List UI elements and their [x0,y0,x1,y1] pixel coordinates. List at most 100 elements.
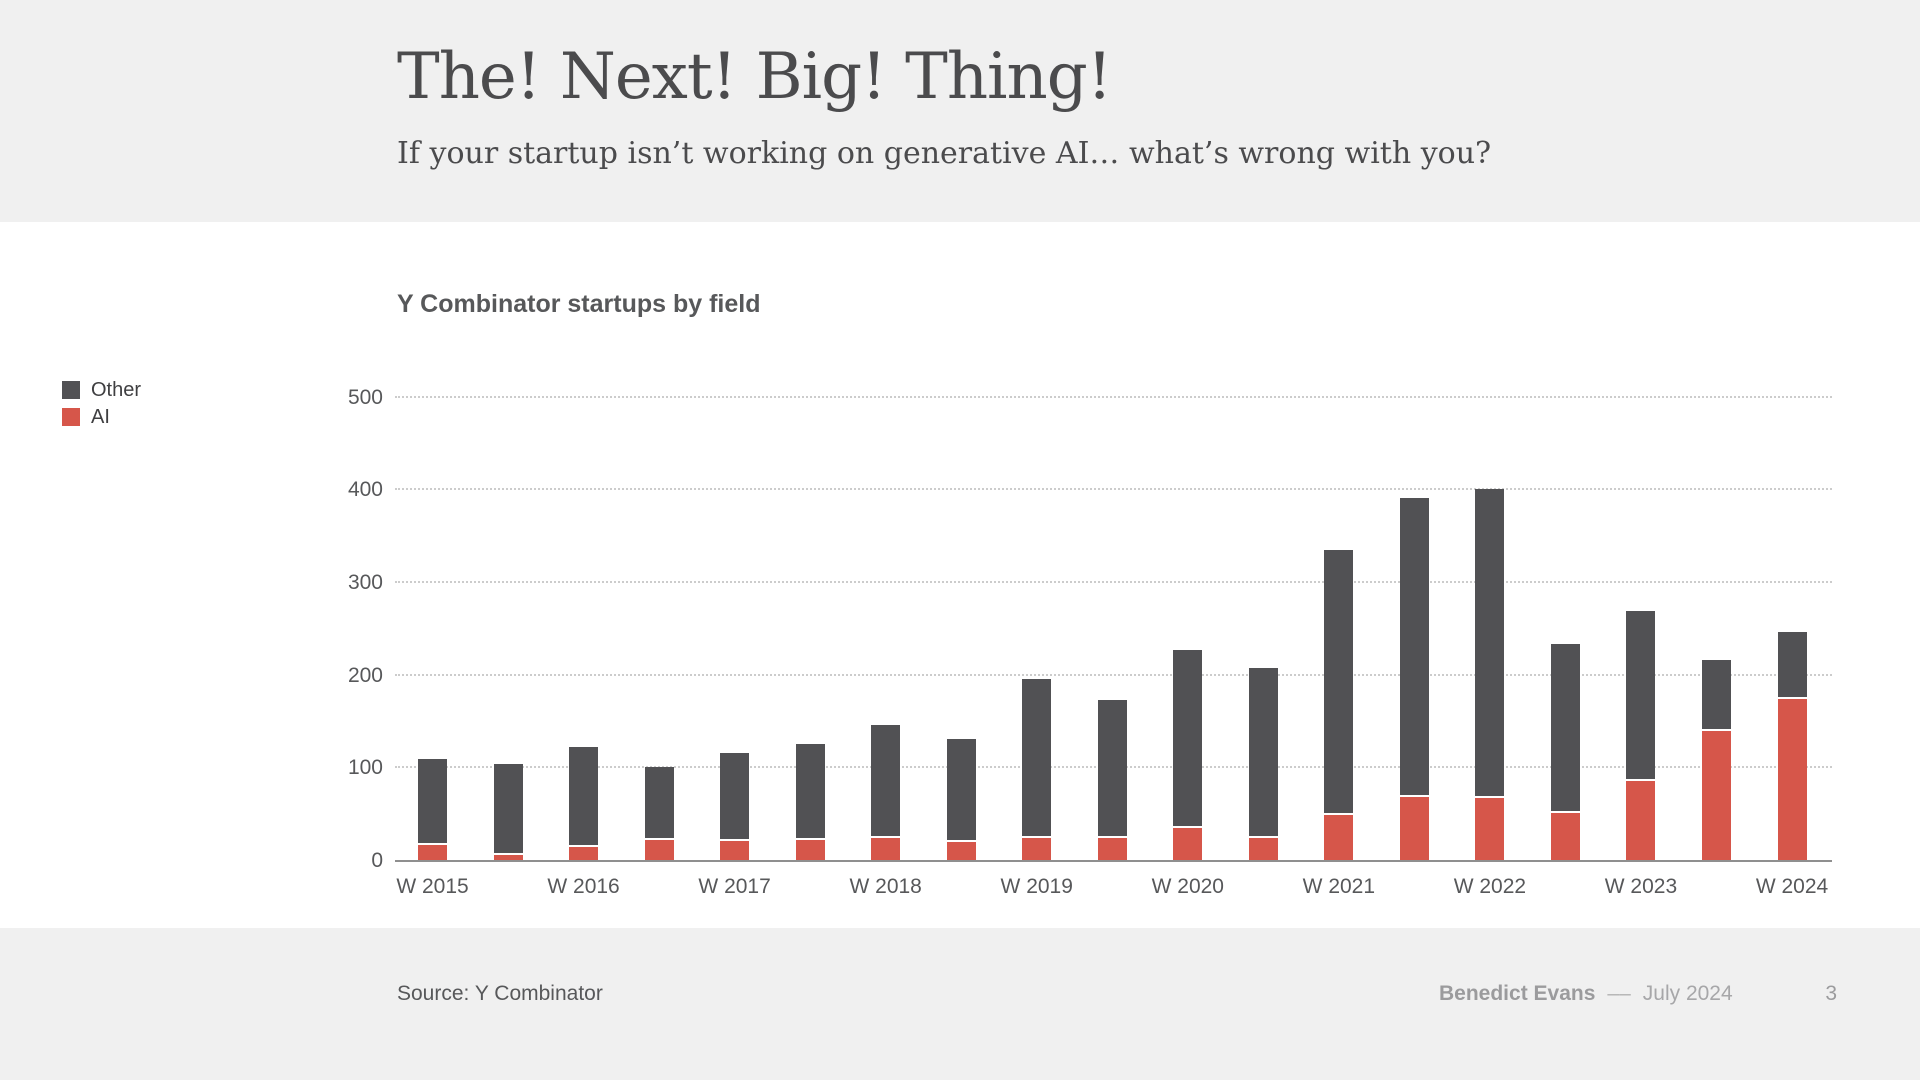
bar-other-segment [1173,650,1203,826]
bar-ai-segment [1550,812,1580,860]
bar-ai-segment [1173,827,1203,860]
slide-title: The! Next! Big! Thing! [397,40,1112,114]
bar-segment-divider [1626,779,1656,782]
bar-segment-divider [644,837,674,840]
author-name: Benedict Evans [1439,982,1596,1005]
bar-other-segment [493,763,523,854]
bar-other-segment [1097,699,1127,836]
bar-w-2018 [871,724,901,860]
bar-w-2023 [1626,610,1656,860]
bar-w-2024 [1777,631,1807,860]
bar-segment-divider [720,839,750,842]
bar-segment-divider [1702,729,1731,732]
bar-other-segment [1550,644,1580,811]
bar-other-segment [1248,668,1278,836]
bar-ai-segment [1324,814,1354,860]
bar-other-segment [569,746,599,846]
bar-w-2019 [1022,679,1052,860]
bar-s-2023 [1702,659,1731,860]
chart-title: Y Combinator startups by field [397,290,761,318]
x-axis-tick-w-2024: W 2024 [1755,875,1829,898]
bar-ai-segment [720,841,750,860]
legend-label: AI [91,406,110,428]
bar-s-2015 [493,763,523,860]
bar-s-2019 [1097,699,1127,860]
y-axis-tick-0: 0 [371,849,383,872]
bar-ai-segment [1399,796,1429,860]
bar-s-2016 [644,767,674,860]
bar-other-segment [1022,679,1052,836]
bar-segment-divider [795,837,825,840]
bar-other-segment [1777,631,1807,697]
legend-label: Other [91,379,142,401]
bar-other-segment [418,758,447,844]
bar-ai-segment [1248,837,1278,860]
header-band [0,0,1920,222]
bar-segment-divider [418,843,447,846]
bar-segment-divider [493,853,523,856]
x-axis-tick-w-2016: W 2016 [547,875,620,898]
bar-segment-divider [1399,794,1429,797]
chart-legend: Other AI [62,380,141,427]
y-axis-tick-200: 200 [347,663,383,687]
legend-item-ai: AI [62,407,141,427]
footer-band [0,928,1920,1080]
legend-swatch-ai [62,408,80,426]
bar-ai-segment [871,837,901,860]
bar-s-2022 [1550,644,1580,860]
x-axis-tick-w-2023: W 2023 [1604,875,1678,898]
source-note: Source: Y Combinator [397,982,603,1005]
bar-w-2022 [1475,489,1505,860]
bar-ai-segment [569,847,599,860]
legend-swatch-other [62,381,80,399]
y-axis-tick-400: 400 [347,478,383,502]
x-axis-tick-w-2021: W 2021 [1302,875,1376,898]
bar-w-2015 [418,758,447,860]
bar-s-2020 [1248,668,1278,860]
bar-segment-divider [946,840,976,843]
bar-segment-divider [1022,835,1052,838]
x-axis-line [395,860,1832,862]
bar-ai-segment [493,855,523,860]
bar-ai-segment [1777,698,1807,860]
bar-segment-divider [1550,810,1580,813]
bar-other-segment [946,739,976,841]
bar-other-segment [644,767,674,838]
bar-other-segment [1475,489,1505,796]
bar-w-2021 [1324,550,1354,860]
y-axis-tick-500: 500 [347,385,383,409]
bar-segment-divider [1475,795,1505,798]
bar-ai-segment [795,839,825,860]
bar-ai-segment [946,842,976,860]
bar-segment-divider [1324,812,1354,815]
bar-other-segment [720,753,750,840]
bar-ai-segment [418,845,447,860]
gridline-200 [395,673,1832,676]
x-axis-tick-w-2022: W 2022 [1453,875,1527,898]
bar-other-segment [1702,659,1731,730]
bar-segment-divider [871,835,901,838]
slide-date: July 2024 [1642,982,1733,1005]
x-axis-tick-w-2019: W 2019 [1000,875,1073,898]
bar-s-2017 [795,744,825,860]
bar-w-2016 [569,746,599,860]
gridline-400 [395,488,1832,491]
x-axis-tick-w-2015: W 2015 [396,875,469,898]
bar-segment-divider [1248,835,1278,838]
x-axis-tick-w-2017: W 2017 [698,875,771,898]
x-axis-tick-w-2020: W 2020 [1151,875,1224,898]
bar-other-segment [1399,497,1429,795]
bar-other-segment [1626,610,1656,780]
x-axis-tick-w-2018: W 2018 [849,875,922,898]
bar-segment-divider [1097,835,1127,838]
bar-other-segment [1324,550,1354,813]
bar-s-2018 [946,739,976,860]
bar-s-2021 [1399,497,1429,860]
bar-segment-divider [1777,696,1807,699]
bar-w-2017 [720,753,750,860]
bar-ai-segment [644,839,674,860]
bar-ai-segment [1626,781,1656,860]
gridline-300 [395,580,1832,583]
bar-segment-divider [569,845,599,848]
